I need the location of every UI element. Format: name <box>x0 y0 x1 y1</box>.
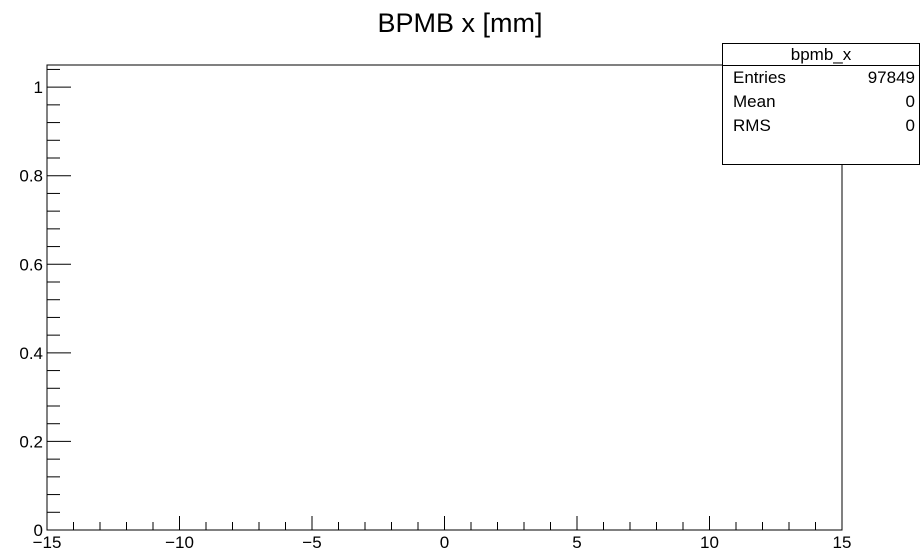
x-tick-label: 15 <box>833 533 852 552</box>
stats-label-rms: RMS <box>733 116 771 135</box>
x-tick-label: 5 <box>572 533 581 552</box>
y-tick-label: 1 <box>34 78 43 97</box>
stats-value-entries: 97849 <box>867 68 915 87</box>
y-tick-label: 0 <box>34 521 43 540</box>
stats-label-entries: Entries <box>733 68 786 87</box>
stats-row-rms: RMS 0 <box>723 114 919 138</box>
stats-value-mean: 0 <box>905 92 915 111</box>
stats-box-title: bpmb_x <box>723 44 919 66</box>
stats-row-mean: Mean 0 <box>723 90 919 114</box>
stats-label-mean: Mean <box>733 92 776 111</box>
x-tick-label: −10 <box>165 533 194 552</box>
y-tick-label: 0.6 <box>19 255 43 274</box>
y-tick-label: 0.8 <box>19 167 43 186</box>
y-tick-label: 0.2 <box>19 432 43 451</box>
stats-box: bpmb_x Entries 97849 Mean 0 RMS 0 <box>722 43 920 165</box>
x-tick-label: −5 <box>302 533 321 552</box>
x-tick-label: 10 <box>700 533 719 552</box>
x-tick-label: −15 <box>33 533 62 552</box>
stats-row-entries: Entries 97849 <box>723 66 919 90</box>
x-tick-label: 0 <box>440 533 449 552</box>
y-tick-label: 0.4 <box>19 344 43 363</box>
stats-value-rms: 0 <box>905 116 915 135</box>
chart-title: BPMB x [mm] <box>377 8 543 38</box>
